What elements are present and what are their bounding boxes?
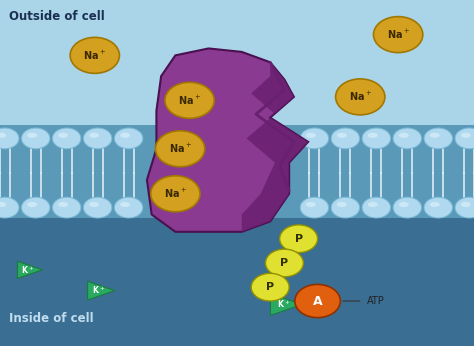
Ellipse shape	[368, 133, 378, 138]
Text: P: P	[294, 234, 303, 244]
Ellipse shape	[58, 202, 68, 207]
Text: Na$^+$: Na$^+$	[387, 28, 410, 41]
Ellipse shape	[0, 197, 19, 218]
Ellipse shape	[424, 128, 453, 149]
Circle shape	[251, 273, 289, 301]
Text: Na$^+$: Na$^+$	[349, 90, 372, 103]
Ellipse shape	[461, 133, 471, 138]
Circle shape	[336, 79, 385, 115]
Circle shape	[280, 225, 318, 253]
Text: K$^+$: K$^+$	[21, 264, 34, 276]
Ellipse shape	[53, 128, 81, 149]
Ellipse shape	[393, 128, 421, 149]
Text: P: P	[266, 282, 274, 292]
Ellipse shape	[393, 197, 421, 218]
Ellipse shape	[306, 202, 316, 207]
Ellipse shape	[430, 133, 440, 138]
Polygon shape	[242, 62, 308, 232]
Polygon shape	[88, 281, 115, 300]
Ellipse shape	[430, 202, 440, 207]
Ellipse shape	[27, 133, 37, 138]
Text: Inside of cell: Inside of cell	[9, 312, 94, 325]
Ellipse shape	[58, 133, 68, 138]
Ellipse shape	[53, 197, 81, 218]
FancyBboxPatch shape	[0, 125, 474, 218]
Ellipse shape	[337, 202, 347, 207]
Text: Na$^+$: Na$^+$	[164, 187, 187, 200]
Circle shape	[374, 17, 423, 53]
Ellipse shape	[461, 202, 471, 207]
Ellipse shape	[368, 202, 378, 207]
Text: A: A	[313, 294, 322, 308]
Circle shape	[155, 131, 205, 167]
Ellipse shape	[120, 202, 130, 207]
Ellipse shape	[114, 128, 143, 149]
Ellipse shape	[331, 197, 360, 218]
Text: K$^+$: K$^+$	[92, 285, 105, 297]
FancyBboxPatch shape	[0, 0, 474, 156]
Text: P: P	[280, 258, 289, 268]
Circle shape	[165, 82, 214, 118]
Polygon shape	[271, 293, 302, 316]
Ellipse shape	[83, 128, 112, 149]
Ellipse shape	[300, 128, 328, 149]
Polygon shape	[147, 48, 308, 232]
Text: Na$^+$: Na$^+$	[178, 94, 201, 107]
Ellipse shape	[362, 128, 391, 149]
Ellipse shape	[120, 133, 130, 138]
Ellipse shape	[362, 197, 391, 218]
Ellipse shape	[399, 202, 409, 207]
Ellipse shape	[306, 133, 316, 138]
Ellipse shape	[399, 133, 409, 138]
Ellipse shape	[89, 133, 99, 138]
Polygon shape	[18, 261, 43, 279]
FancyBboxPatch shape	[0, 201, 474, 346]
Ellipse shape	[21, 128, 50, 149]
Text: Na$^+$: Na$^+$	[83, 49, 106, 62]
Circle shape	[151, 176, 200, 212]
Ellipse shape	[424, 197, 453, 218]
Text: Na$^+$: Na$^+$	[169, 142, 191, 155]
Ellipse shape	[114, 197, 143, 218]
Ellipse shape	[300, 197, 328, 218]
Ellipse shape	[27, 202, 37, 207]
Text: K$^+$: K$^+$	[277, 299, 290, 310]
Ellipse shape	[89, 202, 99, 207]
Circle shape	[295, 284, 340, 318]
Ellipse shape	[0, 202, 6, 207]
Ellipse shape	[337, 133, 347, 138]
Text: Outside of cell: Outside of cell	[9, 10, 105, 24]
Ellipse shape	[331, 128, 360, 149]
Circle shape	[265, 249, 303, 277]
Text: ATP: ATP	[367, 296, 385, 306]
Ellipse shape	[0, 128, 19, 149]
Ellipse shape	[21, 197, 50, 218]
Ellipse shape	[83, 197, 112, 218]
Ellipse shape	[0, 133, 6, 138]
Ellipse shape	[455, 128, 474, 149]
Ellipse shape	[455, 197, 474, 218]
Circle shape	[70, 37, 119, 73]
